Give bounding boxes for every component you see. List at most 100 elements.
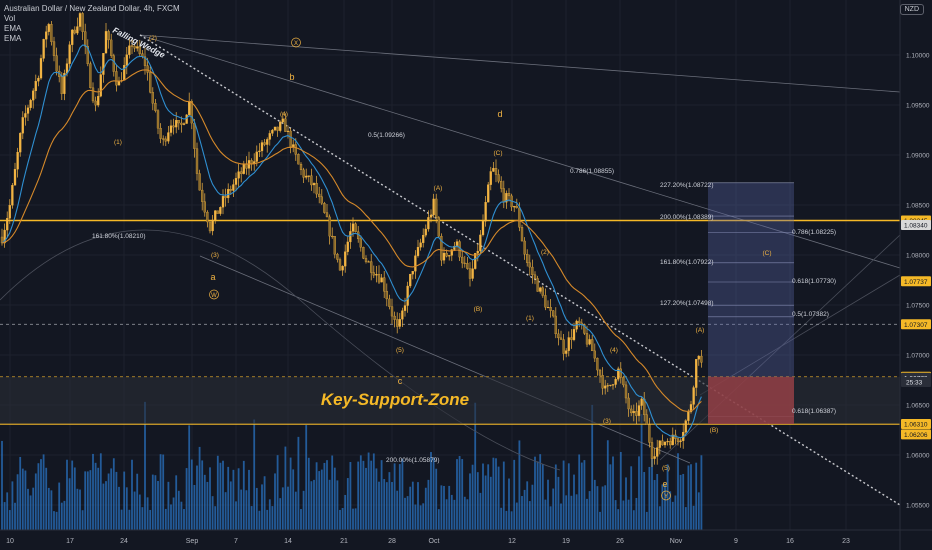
volume-bar [367,452,370,530]
volume-bar [586,498,588,530]
volume-bar [531,484,534,530]
candle-body [679,440,682,442]
fan-line [699,274,901,396]
candle-body [115,71,118,86]
candle-body [409,274,412,287]
wave-label: (B) [474,306,483,313]
candle-body [697,355,700,360]
volume-bar [323,462,326,530]
fib-label: 0.618(1.07730) [792,278,836,285]
volume-bar [450,494,453,530]
candle-body [216,210,219,214]
wave-label: X [294,41,298,47]
volume-bar [679,474,682,530]
volume-bar [453,499,456,530]
candle-body [591,339,594,352]
candle-body [531,266,534,276]
candle-body [208,221,212,232]
volume-bar [138,494,141,530]
candle-body [117,81,121,86]
volume-bar [149,509,152,530]
volume-bar [331,455,334,530]
volume-bar [443,485,445,530]
candle-body [401,310,404,320]
volume-bar [313,479,315,530]
candle-body [565,350,568,354]
y-tick-label: 1.07500 [906,303,930,310]
volume-bar [167,481,170,530]
candle-body [3,229,6,244]
candle-body [396,319,399,327]
candle-body [240,171,243,174]
candle-body [367,261,370,263]
candle-body [73,29,76,34]
volume-bar [653,480,656,530]
volume-bar [396,490,399,530]
indicator-ema-1[interactable]: EMA [4,24,22,33]
candle-body [60,76,63,94]
volume-bar [211,496,214,530]
volume-bar [570,495,573,530]
candle-body [227,189,230,199]
candle-body [221,196,225,208]
volume-bar [307,457,310,530]
volume-bar [206,481,209,530]
volume-bar [583,460,586,530]
candle-body [528,262,531,268]
volume-bar [45,467,48,530]
candle-body [123,65,126,81]
candle-body [289,130,292,148]
candle-body [466,263,469,269]
volume-bar [437,509,440,530]
volume-bar [619,452,622,530]
x-tick-label: Oct [429,538,440,545]
volume-bar [375,468,378,530]
candle-body [520,227,524,242]
volume-bar [521,496,523,530]
candle-body [292,144,295,148]
candle-body [299,163,303,171]
volume-bar [391,482,393,530]
indicator-ema-2[interactable]: EMA [4,34,22,43]
volume-bar [417,482,419,530]
wave-label: (2) [541,249,549,256]
currency-badge[interactable]: NZD [899,4,924,15]
candle-body [383,277,386,292]
volume-bar [419,505,422,530]
volume-bar [16,474,19,530]
candle-body [279,121,282,131]
indicator-vol[interactable]: Vol [4,14,16,23]
price-tag: 1.08340 [904,223,928,230]
candle-body [13,169,17,186]
volume-bar [53,511,55,530]
volume-bar [11,481,14,530]
volume-bar [27,488,29,530]
candles [0,12,703,467]
x-tick-label: 28 [388,538,396,545]
volume-bar [461,459,464,530]
volume-bar [250,506,253,530]
volume-bar [427,479,430,530]
candle-body [658,440,661,448]
candle-body [26,107,30,114]
candle-body [286,130,290,132]
volume-bar [544,499,547,530]
volume-bar [549,506,552,530]
volume-bar [469,473,471,530]
volume-bar [131,459,133,530]
candle-body [585,333,589,345]
candle-body [362,247,365,259]
volume-bar [588,491,591,530]
candle-body [671,434,674,446]
candle-body [398,319,401,327]
volume-bar [508,478,510,530]
candle-body [606,385,609,387]
candle-body [302,169,305,178]
volume-bar [669,491,672,530]
volume-bar [328,479,331,530]
wave-label: (2) [149,35,157,42]
volume-bar [406,496,409,530]
volume-bar [336,480,339,530]
wave-label: (C) [493,150,502,157]
